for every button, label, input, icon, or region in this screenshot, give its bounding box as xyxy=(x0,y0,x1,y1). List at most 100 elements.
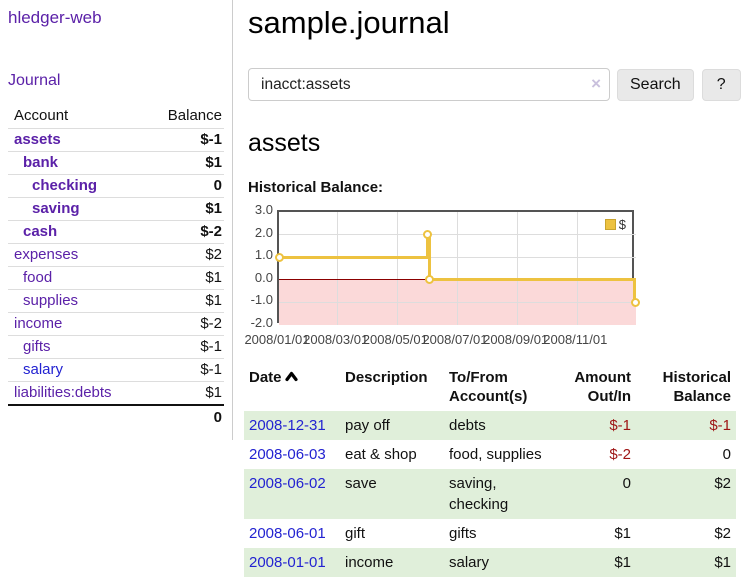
account-row: bank $1 xyxy=(8,151,224,175)
transaction-date-link[interactable]: 2008-06-02 xyxy=(249,475,326,492)
account-row: cash $-2 xyxy=(8,220,224,244)
transaction-row: 2008-01-01 income salary $1 $1 xyxy=(244,548,736,577)
accounts-total-value: 0 xyxy=(142,404,224,429)
accounts-table: Account Balance assets $-1 bank $1 checking 0… xyxy=(8,104,224,429)
transaction-row: 2008-06-03 eat & shop food, supplies $-2 0 xyxy=(244,440,736,469)
transaction-balance: 0 xyxy=(722,446,731,463)
account-balance: $1 xyxy=(142,151,224,175)
account-link-assets[interactable]: assets xyxy=(14,131,61,148)
search-input[interactable] xyxy=(248,68,610,101)
help-button[interactable]: ? xyxy=(701,68,741,101)
account-balance: $-1 xyxy=(142,358,224,382)
transaction-description: gift xyxy=(345,525,366,542)
accounts-header-row: Account Balance xyxy=(8,104,224,129)
transaction-description: income xyxy=(345,554,394,571)
transaction-accounts: gifts xyxy=(449,525,477,542)
account-link-expenses[interactable]: expenses xyxy=(14,246,79,263)
register-header-balance: Historical Balance xyxy=(662,369,731,405)
y-axis-tick-label: 1.0 xyxy=(254,247,273,263)
account-balance: $-1 xyxy=(142,335,224,359)
account-link-salary[interactable]: salary xyxy=(23,361,64,378)
data-point-marker xyxy=(630,297,640,307)
y-axis-tick-label: -1.0 xyxy=(250,292,273,308)
account-link-checking[interactable]: checking xyxy=(32,177,98,194)
transaction-amount: $-1 xyxy=(609,417,631,434)
x-axis-tick-label: 2008/03/01 xyxy=(303,332,369,347)
x-axis-tick-label: 2008/09/01 xyxy=(483,332,549,347)
data-point-marker xyxy=(274,252,284,262)
transaction-amount: $1 xyxy=(614,525,631,542)
register-header-description: Description xyxy=(345,369,428,386)
account-row: assets $-1 xyxy=(8,128,224,152)
transaction-balance: $2 xyxy=(714,475,731,492)
accounts-total-row: 0 xyxy=(8,404,224,429)
transaction-accounts: saving, checking xyxy=(449,475,509,513)
transaction-amount: 0 xyxy=(622,475,631,492)
chart-plot-area: $ xyxy=(274,210,640,325)
page-title: sample.journal xyxy=(248,5,450,40)
register-header-accounts: To/From Account(s) xyxy=(449,369,528,405)
account-link-income[interactable]: income xyxy=(14,315,63,332)
transaction-balance: $2 xyxy=(714,525,731,542)
account-balance: $-2 xyxy=(142,312,224,336)
balance-line xyxy=(426,234,430,258)
balance-line xyxy=(429,278,636,282)
data-point-marker xyxy=(423,230,433,240)
account-balance: $1 xyxy=(142,381,224,405)
account-balance: $-1 xyxy=(142,128,224,152)
register-header-date[interactable]: Date xyxy=(244,366,340,411)
chart-title: Historical Balance: xyxy=(248,179,384,196)
account-row: gifts $-1 xyxy=(8,335,224,359)
balance-line xyxy=(633,279,636,303)
transaction-balance: $1 xyxy=(714,554,731,571)
x-axis-tick-label: 2008/01/01 xyxy=(244,332,310,347)
y-axis-tick-label: 3.0 xyxy=(254,202,273,217)
account-row: checking 0 xyxy=(8,174,224,198)
account-heading: assets xyxy=(248,129,321,157)
transaction-accounts: debts xyxy=(449,417,486,434)
search-button[interactable]: Search xyxy=(617,68,694,101)
account-row: supplies $1 xyxy=(8,289,224,313)
x-axis-tick-label: 2008/05/01 xyxy=(362,332,428,347)
transaction-amount: $1 xyxy=(614,554,631,571)
register-header-amount: Amount Out/In xyxy=(574,369,631,405)
accounts-header-account: Account xyxy=(14,107,69,124)
account-link-saving[interactable]: saving xyxy=(32,200,80,217)
transaction-date-link[interactable]: 2008-06-03 xyxy=(249,446,326,463)
account-balance: $1 xyxy=(142,289,224,313)
search-form: × Search ? xyxy=(248,68,742,101)
account-link-bank[interactable]: bank xyxy=(23,154,59,171)
register-table: Date Description To/From Account(s) Amou… xyxy=(244,366,736,577)
chart-legend: $ xyxy=(602,216,628,233)
register-header-row: Date Description To/From Account(s) Amou… xyxy=(244,366,736,411)
transaction-date-link[interactable]: 2008-12-31 xyxy=(249,417,326,434)
account-balance: 0 xyxy=(142,174,224,198)
balance-line xyxy=(279,255,428,259)
account-row: food $1 xyxy=(8,266,224,290)
account-link-cash[interactable]: cash xyxy=(23,223,58,240)
account-link-supplies[interactable]: supplies xyxy=(23,292,79,309)
transaction-date-link[interactable]: 2008-01-01 xyxy=(249,554,326,571)
y-axis-tick-label: 2.0 xyxy=(254,224,273,240)
account-link-food[interactable]: food xyxy=(23,269,53,286)
journal-nav-link[interactable]: Journal xyxy=(8,72,61,89)
sort-ascending-icon xyxy=(284,368,298,387)
transaction-row: 2008-06-02 save saving, checking 0 $2 xyxy=(244,469,736,519)
transaction-date-link[interactable]: 2008-06-01 xyxy=(249,525,326,542)
data-point-marker xyxy=(425,275,435,285)
balance-line xyxy=(428,234,432,280)
transaction-description: pay off xyxy=(345,417,390,434)
transaction-description: eat & shop xyxy=(345,446,417,463)
app-title-link[interactable]: hledger-web xyxy=(8,8,102,27)
historical-balance-chart: $3.0 2.0 1.0 0.0 -1.0 -2.0 2008/01/01 2008/03/0… xyxy=(244,202,708,350)
x-axis-tick-label: 2008/11/01 xyxy=(543,332,608,347)
clear-search-icon[interactable]: × xyxy=(591,74,601,93)
transaction-accounts: food, supplies xyxy=(449,446,542,463)
legend-swatch-icon xyxy=(604,219,616,230)
account-link-liabilities-debts[interactable]: liabilities:debts xyxy=(14,384,112,401)
account-link-gifts[interactable]: gifts xyxy=(23,338,51,355)
account-balance: $1 xyxy=(142,197,224,221)
account-row: saving $1 xyxy=(8,197,224,221)
accounts-header-balance: Balance xyxy=(167,107,222,124)
y-axis-tick-label: -2.0 xyxy=(250,315,273,330)
